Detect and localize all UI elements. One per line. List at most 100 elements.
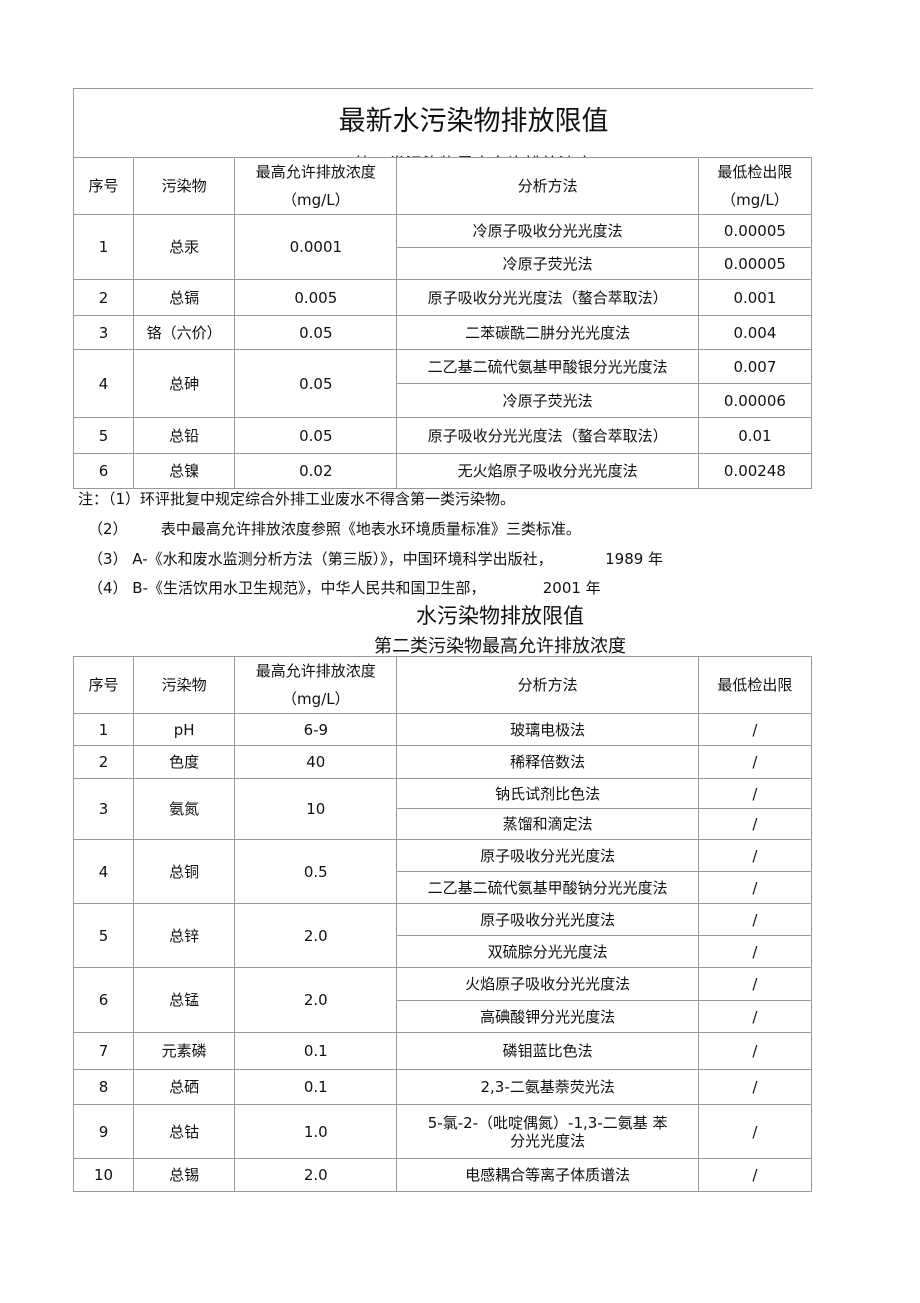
detection-limit: 0.00006 xyxy=(697,383,813,418)
column-header: 污染物 xyxy=(133,656,236,714)
table-row: 8 总硒 0.1 2,3-二氨基萘荧光法 / xyxy=(72,1069,813,1105)
detection-limit: / xyxy=(697,871,813,904)
table-row: 1 总汞 0.0001 冷原子吸收分光光度法 0.00005 xyxy=(72,214,813,280)
column-header: 最低检出限 （mg/L） xyxy=(697,157,813,215)
pollutant-name: 元素磷 xyxy=(133,1032,236,1070)
table-row: 4 总砷 0.05 二乙基二硫代氨基甲酸银分光光度法 0.007 xyxy=(72,349,813,418)
note-1: 注：（1）环评批复中规定综合外排工业废水不得含第一类污染物。 xyxy=(78,490,516,508)
analysis-method: 冷原子荧光法 xyxy=(396,383,699,418)
table-row: 10 总锡 2.0 电感耦合等离子体质谱法 / xyxy=(72,1158,813,1192)
row-number: 3 xyxy=(72,778,135,840)
analysis-method: 电感耦合等离子体质谱法 xyxy=(396,1158,699,1192)
analysis-method: 高碘酸钾分光光度法 xyxy=(396,1000,699,1033)
max-limit: 0.1 xyxy=(234,1069,398,1105)
analysis-method: 原子吸收分光光度法 xyxy=(396,839,699,872)
table-row: 冷原子荧光法 0.00005 xyxy=(74,247,813,280)
table-row: 2 总镉 0.005 原子吸收分光光度法（螯合萃取法） 0.001 xyxy=(72,279,813,316)
table-row: 6 总镍 0.02 无火焰原子吸收分光光度法 0.00248 xyxy=(72,453,813,489)
max-limit: 2.0 xyxy=(234,967,398,1033)
pollutant-name: 氨氮 xyxy=(133,778,236,840)
detection-limit: / xyxy=(697,935,813,968)
detection-limit: / xyxy=(697,903,813,936)
row-number: 9 xyxy=(72,1104,135,1159)
analysis-method: 蒸馏和滴定法 xyxy=(396,808,699,840)
analysis-method: 无火焰原子吸收分光光度法 xyxy=(396,453,699,489)
header-row: 序号 污染物 最高允许排放浓度 （mg/L） 分析方法 最低检出限 （mg/L） xyxy=(72,157,813,215)
pollutant-name: 总汞 xyxy=(133,214,236,280)
detection-limit: 0.00005 xyxy=(697,214,813,248)
row-number: 5 xyxy=(72,417,135,454)
analysis-method: 冷原子荧光法 xyxy=(396,247,699,280)
column-header: 序号 xyxy=(72,656,135,714)
max-limit: 0.02 xyxy=(234,453,398,489)
row-number: 6 xyxy=(72,967,135,1033)
pollutant-name: 总铜 xyxy=(133,839,236,904)
detection-limit: 0.004 xyxy=(697,315,813,350)
pollutant-name: 总镉 xyxy=(133,279,236,316)
table-row: 双硫腙分光光度法 / xyxy=(74,935,813,968)
column-header: 污染物 xyxy=(133,157,236,215)
table-row: 1 pH 6-9 玻璃电极法 / xyxy=(72,713,813,746)
analysis-method: 双硫腙分光光度法 xyxy=(396,935,699,968)
table2-subtitle: 第二类污染物最高允许排放浓度 xyxy=(374,636,626,657)
pollutant-name: 铬（六价） xyxy=(133,315,236,350)
analysis-method: 原子吸收分光光度法 xyxy=(396,903,699,936)
table-row: 5 总铅 0.05 原子吸收分光光度法（螯合萃取法） 0.01 xyxy=(72,417,813,454)
analysis-method: 5-氯-2-（吡啶偶氮）-1,3-二氨基 苯 分光光度法 xyxy=(396,1104,699,1159)
max-limit: 1.0 xyxy=(234,1104,398,1159)
detection-limit: 0.007 xyxy=(697,349,813,384)
table-row: 冷原子荧光法 0.00006 xyxy=(74,383,813,418)
note-3: （3） A-《水和废水监测分析方法（第三版）》，中国环境科学出版社， 1989 … xyxy=(88,550,664,568)
max-limit: 2.0 xyxy=(234,903,398,968)
pollutant-name: 总锌 xyxy=(133,903,236,968)
column-header: 序号 xyxy=(72,157,135,215)
pollutant-name: pH xyxy=(133,713,236,746)
max-limit: 0.0001 xyxy=(234,214,398,280)
pollutant-name: 总硒 xyxy=(133,1069,236,1105)
pollutant-name: 总砷 xyxy=(133,349,236,418)
detection-limit: / xyxy=(697,839,813,872)
row-number: 8 xyxy=(72,1069,135,1105)
max-limit: 2.0 xyxy=(234,1158,398,1192)
analysis-method: 2,3-二氨基萘荧光法 xyxy=(396,1069,699,1105)
detection-limit: 0.001 xyxy=(697,279,813,316)
row-number: 6 xyxy=(72,453,135,489)
detection-limit: / xyxy=(697,1158,813,1192)
analysis-method: 二乙基二硫代氨基甲酸银分光光度法 xyxy=(396,349,699,384)
header-row: 序号 污染物 最高允许排放浓度 （mg/L） 分析方法 最低检出限 xyxy=(72,656,813,714)
detection-limit: / xyxy=(697,808,813,840)
max-limit: 0.005 xyxy=(234,279,398,316)
pollutant-name: 色度 xyxy=(133,745,236,779)
document-title-box: 最新水污染物排放限值 第一类污染物最高允许排放浓度 xyxy=(73,88,813,158)
max-limit: 6-9 xyxy=(234,713,398,746)
row-number: 10 xyxy=(72,1158,135,1192)
note-2: （2） 表中最高允许排放浓度参照《地表水环境质量标准》三类标准。 xyxy=(88,520,581,538)
table-row: 高碘酸钾分光光度法 / xyxy=(74,1000,813,1033)
row-number: 4 xyxy=(72,839,135,904)
detection-limit: / xyxy=(697,1000,813,1033)
column-header: 最高允许排放浓度 （mg/L） xyxy=(234,656,398,714)
analysis-method: 火焰原子吸收分光光度法 xyxy=(396,967,699,1001)
row-number: 7 xyxy=(72,1032,135,1070)
table-row: 5 总锌 2.0 原子吸收分光光度法 / xyxy=(72,903,813,968)
detection-limit: / xyxy=(697,1069,813,1105)
column-header: 分析方法 xyxy=(396,157,699,215)
row-number: 2 xyxy=(72,745,135,779)
row-number: 5 xyxy=(72,903,135,968)
analysis-method: 冷原子吸收分光光度法 xyxy=(396,214,699,248)
column-header: 最高允许排放浓度 （mg/L） xyxy=(234,157,398,215)
row-number: 1 xyxy=(72,713,135,746)
row-number: 1 xyxy=(72,214,135,280)
analysis-method: 玻璃电极法 xyxy=(396,713,699,746)
pollutant-name: 总铅 xyxy=(133,417,236,454)
detection-limit: / xyxy=(697,1104,813,1159)
column-header: 最低检出限 xyxy=(697,656,813,714)
detection-limit: / xyxy=(697,778,813,809)
table-row: 蒸馏和滴定法 / xyxy=(74,808,813,840)
max-limit: 40 xyxy=(234,745,398,779)
max-limit: 0.5 xyxy=(234,839,398,904)
table-row: 二乙基二硫代氨基甲酸钠分光光度法 / xyxy=(74,871,813,904)
pollutant-name: 总钴 xyxy=(133,1104,236,1159)
table-class1-pollutants: 序号 污染物 最高允许排放浓度 （mg/L） 分析方法 最低检出限 （mg/L） 1 总汞 0… xyxy=(72,157,813,489)
table-row: 2 色度 40 稀释倍数法 / xyxy=(72,745,813,779)
